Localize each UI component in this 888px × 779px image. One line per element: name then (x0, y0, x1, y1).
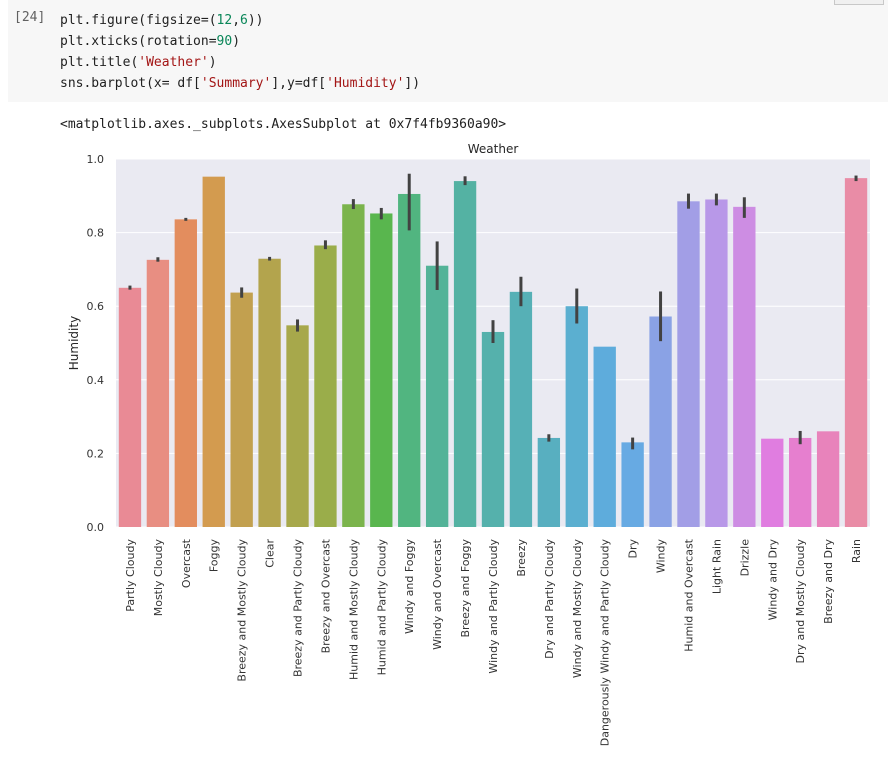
x-tick-label: Rain (850, 539, 863, 563)
x-tick-label: Clear (264, 539, 277, 568)
bar (621, 442, 644, 527)
x-tick-label: Dry and Partly Cloudy (543, 539, 556, 659)
cell-output-text: <matplotlib.axes._subplots.AxesSubplot a… (60, 117, 507, 132)
x-tick-label: Breezy and Mostly Cloudy (236, 539, 249, 682)
x-tick-label: Humid and Mostly Cloudy (347, 539, 360, 680)
code-line-2: plt.xticks(rotation=90) (60, 34, 241, 49)
x-tick-label: Foggy (208, 539, 221, 573)
bar (733, 206, 756, 527)
chart-title: Weather (468, 142, 519, 156)
x-tick-label: Drizzle (738, 539, 751, 577)
x-tick-label: Dry and Mostly Cloudy (794, 539, 807, 664)
x-tick-label: Windy and Overcast (431, 538, 444, 650)
bar (593, 346, 616, 527)
bar (118, 287, 142, 527)
bar (705, 199, 728, 528)
scrollbar-corner (834, 0, 884, 5)
bar (816, 431, 840, 527)
bar (761, 438, 784, 527)
bar (174, 219, 197, 528)
x-tick-label: Partly Cloudy (124, 539, 137, 612)
bar (314, 245, 337, 528)
y-tick-label: 0.4 (87, 374, 105, 387)
bar (258, 258, 281, 527)
bar (370, 213, 393, 528)
x-tick-label: Windy and Partly Cloudy (487, 539, 500, 674)
x-tick-label: Humid and Partly Cloudy (375, 539, 388, 676)
code-line-4: sns.barplot(x= df['Summary'],y=df['Humid… (60, 76, 421, 91)
y-axis-label: Humidity (67, 316, 81, 370)
bar (202, 176, 225, 527)
x-tick-label: Dry (627, 539, 640, 559)
plot-area (116, 158, 870, 528)
code-line-3: plt.title('Weather') (60, 55, 217, 70)
bar (537, 437, 561, 527)
bar (649, 316, 672, 527)
code-cell[interactable] (8, 0, 888, 102)
bar (844, 178, 868, 528)
x-tick-label: Humid and Overcast (682, 538, 695, 651)
x-tick-label: Breezy and Dry (822, 539, 835, 624)
bar (286, 325, 309, 527)
y-tick-label: 0.8 (87, 227, 105, 240)
y-tick-label: 0.6 (87, 300, 105, 313)
x-tick-label: Breezy and Foggy (459, 539, 472, 638)
x-tick-label: Overcast (180, 538, 193, 588)
cell-prompt: [24] (14, 10, 46, 25)
y-tick-label: 1.0 (87, 153, 105, 166)
x-tick-label: Breezy (515, 539, 528, 577)
bar (342, 204, 365, 527)
x-tick-label: Mostly Cloudy (152, 539, 165, 617)
code-editor[interactable]: plt.figure(figsize=(12,6)) plt.xticks(ro… (60, 10, 420, 94)
x-tick-label: Breezy and Overcast (319, 538, 332, 653)
x-tick-label: Windy and Foggy (403, 539, 416, 634)
bar (677, 201, 700, 527)
bar (509, 291, 533, 527)
x-tick-label: Windy (655, 539, 668, 574)
bar (565, 306, 588, 527)
x-tick-label: Windy and Mostly Cloudy (571, 539, 584, 679)
x-tick-label: Light Rain (710, 539, 723, 594)
bar (789, 437, 812, 527)
code-line-1: plt.figure(figsize=(12,6)) (60, 13, 264, 28)
x-tick-label: Windy and Dry (766, 539, 779, 621)
bar (146, 259, 170, 527)
bar (453, 181, 477, 527)
bar (398, 193, 421, 527)
y-tick-label: 0.2 (87, 447, 105, 460)
bar (481, 331, 505, 527)
bar (425, 265, 449, 527)
y-tick-label: 0.0 (87, 521, 105, 534)
x-tick-label: Breezy and Partly Cloudy (292, 539, 305, 678)
bar (230, 292, 253, 527)
x-tick-label: Dangerously Windy and Partly Cloudy (599, 539, 612, 747)
